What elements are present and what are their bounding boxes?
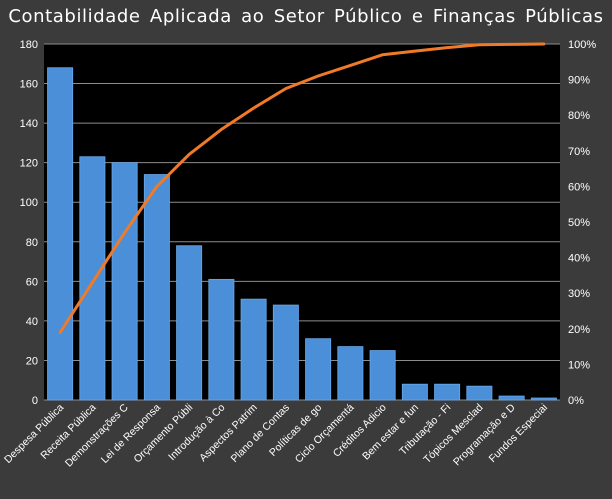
bar	[369, 350, 396, 401]
right-tick-label: 20%	[568, 324, 590, 336]
left-tick-label: 100	[20, 197, 38, 209]
x-tick-label: Introdução à Co	[166, 402, 227, 463]
bar	[466, 385, 493, 401]
left-tick-label: 180	[20, 39, 38, 51]
bar	[272, 304, 299, 401]
bar	[498, 395, 525, 401]
right-tick-label: 40%	[568, 253, 590, 265]
chart-title: Contabilidade Aplicada ao Setor Público …	[8, 6, 604, 27]
bar	[337, 346, 364, 401]
x-tick-label: Bem estar e fun	[360, 402, 421, 463]
left-tick-label: 40	[26, 316, 38, 328]
right-tick-label: 0%	[568, 395, 584, 407]
left-tick-label: 160	[20, 79, 38, 91]
bar	[111, 162, 138, 401]
cumulative-series	[58, 42, 546, 334]
right-axis: 0% 10% 20% 30% 40% 50% 60% 70% 80% 90% 100%	[568, 39, 596, 407]
x-tick-label: Aspectos Patrim	[197, 401, 260, 464]
bar	[176, 245, 203, 401]
bar	[79, 156, 106, 401]
x-tick-label: Fundos Especiai	[487, 402, 550, 465]
x-tick-label: Plano de Contas	[229, 402, 292, 465]
right-tick-label: 90%	[568, 75, 590, 87]
right-tick-label: 80%	[568, 110, 590, 122]
left-tick-label: 60	[26, 276, 38, 288]
bar	[401, 383, 428, 401]
x-tick-label: Orçamento Públi	[131, 402, 195, 466]
right-tick-label: 100%	[568, 39, 596, 51]
left-tick-label: 80	[26, 237, 38, 249]
bar	[143, 174, 170, 401]
bar	[434, 383, 461, 401]
right-tick-label: 60%	[568, 181, 590, 193]
left-tick-label: 140	[20, 118, 38, 130]
bar	[208, 278, 235, 401]
bar	[240, 298, 267, 401]
left-axis: 0 20 40 60 80 100 120 140 160 180	[20, 39, 38, 407]
right-tick-label: 70%	[568, 146, 590, 158]
right-tick-label: 50%	[568, 217, 590, 229]
bar-series	[47, 67, 557, 401]
bar	[305, 338, 332, 401]
bar	[47, 67, 74, 401]
left-tick-label: 20	[26, 355, 38, 367]
left-tick-label: 120	[20, 158, 38, 170]
left-tick-label: 0	[32, 395, 38, 407]
right-tick-label: 30%	[568, 288, 590, 300]
right-tick-label: 10%	[568, 359, 590, 371]
cumulative-line	[58, 42, 546, 334]
bar	[530, 397, 557, 401]
